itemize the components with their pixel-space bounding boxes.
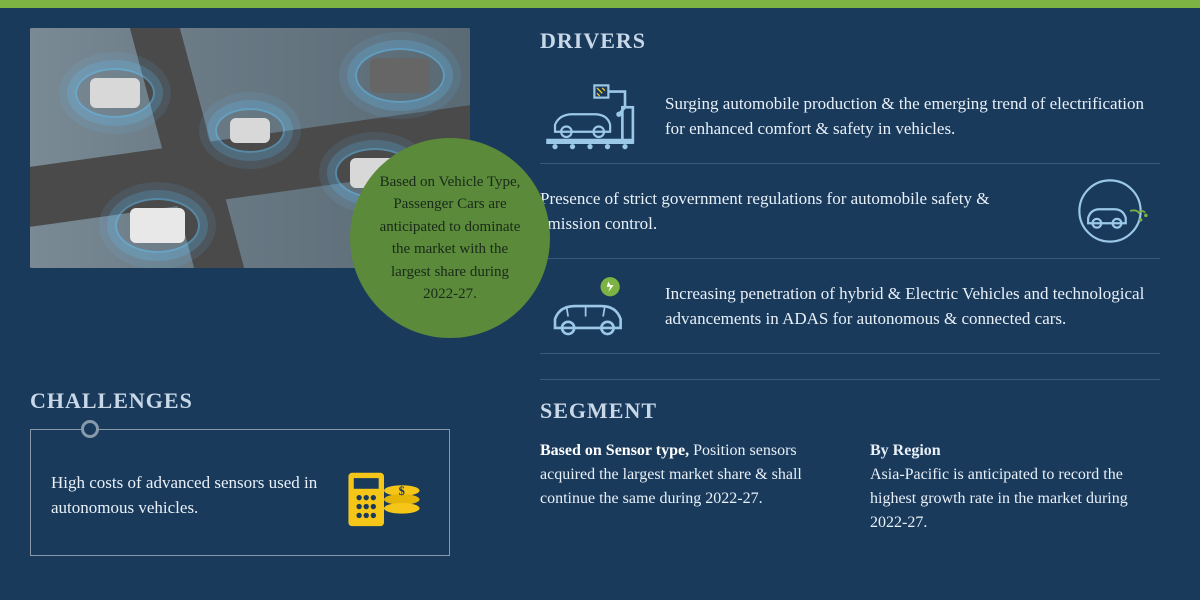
challenges-title: CHALLENGES [30,388,500,414]
connected-car-icon [230,118,270,143]
driver-item: Increasing penetration of hybrid & Elect… [540,259,1160,354]
bullet-dot-icon [81,420,99,438]
svg-text:$: $ [399,484,405,498]
segment-section: SEGMENT Based on Sensor type, Position s… [540,379,1160,535]
right-column: DRIVERS Surging automobile production & … [520,8,1200,600]
callout-text: Based on Vehicle Type, Passenger Cars ar… [375,171,525,306]
challenges-section: CHALLENGES High costs of advanced sensor… [30,388,500,556]
calculator-cost-icon: $ [339,455,429,535]
driver-text: Surging automobile production & the emer… [665,91,1160,142]
connected-car-icon [90,78,140,108]
segment-body: Asia-Pacific is anticipated to record th… [870,463,1160,535]
connected-car-icon [130,208,185,243]
segment-columns: Based on Sensor type, Position sensors a… [540,439,1160,535]
car-emission-icon [1060,176,1160,246]
electric-car-icon [540,271,640,341]
segment-column: By Region Asia-Pacific is anticipated to… [870,439,1160,535]
segment-column: Based on Sensor type, Position sensors a… [540,439,830,535]
main-content: Based on Vehicle Type, Passenger Cars ar… [0,8,1200,600]
segment-lead: Based on Sensor type, [540,442,689,459]
connected-truck-icon [370,58,430,93]
segment-lead: By Region [870,439,1160,463]
segment-title: SEGMENT [540,398,1160,424]
drivers-title: DRIVERS [540,28,1160,54]
left-column: Based on Vehicle Type, Passenger Cars ar… [0,8,520,600]
robot-assembly-icon [540,81,640,151]
driver-text: Presence of strict government regulation… [540,186,1035,237]
challenge-item: High costs of advanced sensors used in a… [30,429,450,556]
accent-bar [0,0,1200,8]
driver-item: Surging automobile production & the emer… [540,69,1160,164]
challenge-text: High costs of advanced sensors used in a… [51,470,319,521]
driver-item: Presence of strict government regulation… [540,164,1160,259]
callout-circle: Based on Vehicle Type, Passenger Cars ar… [350,138,550,338]
driver-text: Increasing penetration of hybrid & Elect… [665,281,1160,332]
